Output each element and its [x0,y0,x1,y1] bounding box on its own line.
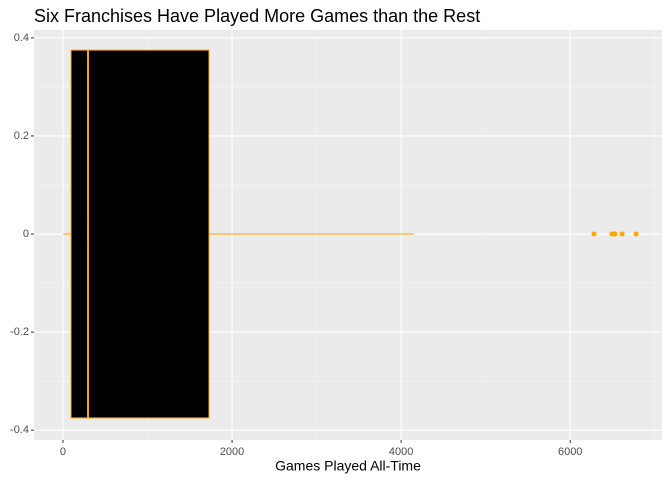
box [70,49,210,419]
x-tick-label: 6000 [558,446,582,458]
y-tick-label: 0.2 [14,130,29,142]
x-axis-title: Games Played All-Time [275,458,421,474]
y-tick-label: 0.4 [14,32,29,44]
y-tick-label: -0.4 [10,424,29,436]
x-tick-label: 4000 [389,446,413,458]
outlier [591,231,597,237]
x-tick-label: 2000 [220,446,244,458]
x-tick-label: 0 [60,446,66,458]
outlier [619,231,625,237]
outlier [612,231,618,237]
y-tick-label: -0.2 [10,326,29,338]
outlier [633,231,639,237]
chart-title: Six Franchises Have Played More Games th… [34,6,480,26]
y-tick-label: 0 [23,228,29,240]
